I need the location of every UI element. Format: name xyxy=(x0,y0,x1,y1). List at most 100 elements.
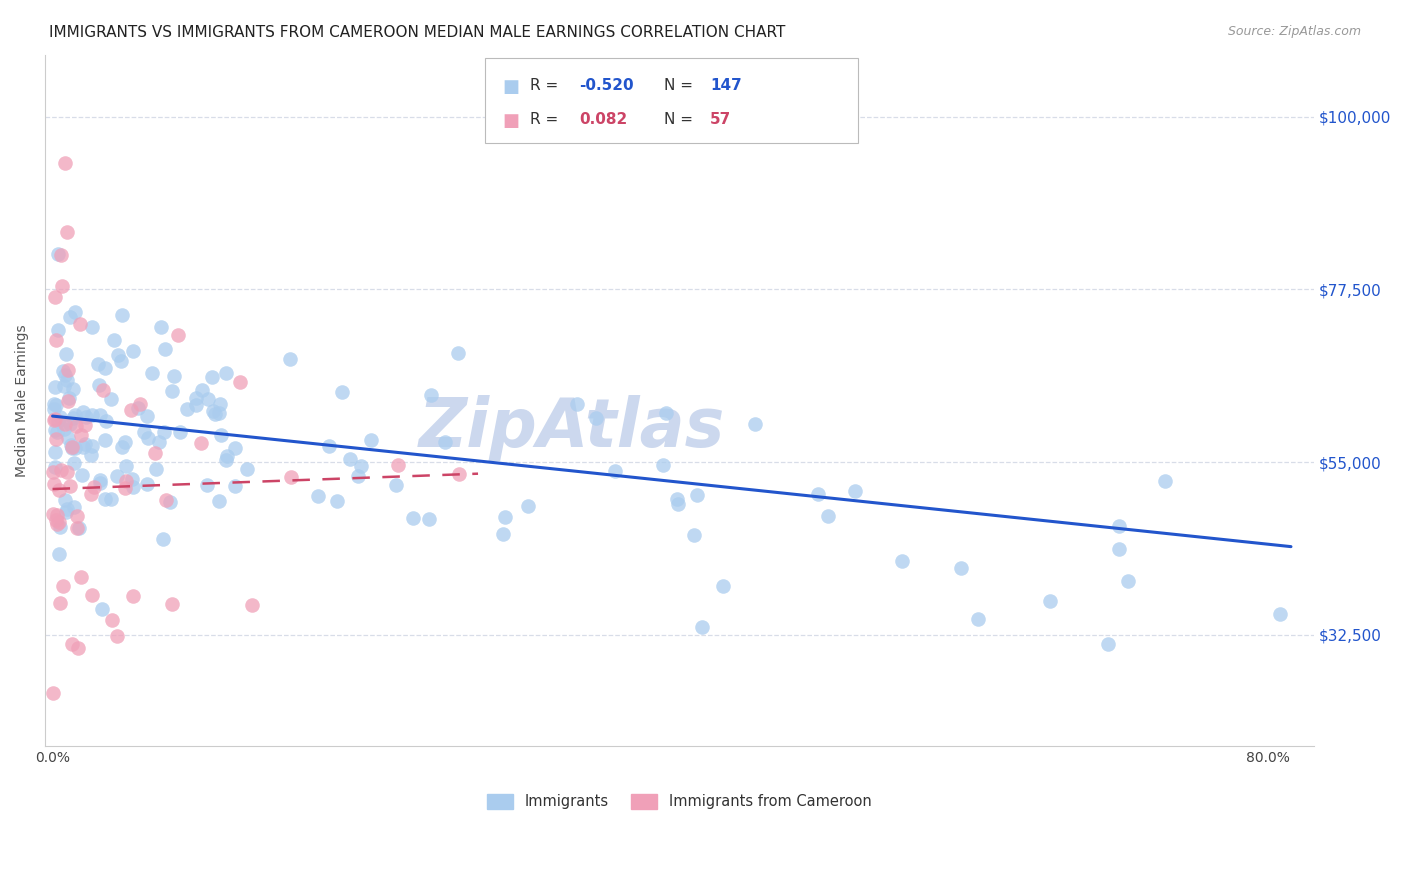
Point xyxy=(807,487,830,501)
Point xyxy=(240,598,263,612)
Point xyxy=(49,463,72,477)
Point xyxy=(44,411,66,425)
Point xyxy=(72,440,94,454)
Point xyxy=(44,397,66,411)
Point xyxy=(208,494,231,508)
Point xyxy=(162,384,184,398)
Point xyxy=(141,366,163,380)
Text: Source: ZipAtlas.com: Source: ZipAtlas.com xyxy=(1227,25,1361,38)
Point xyxy=(62,382,84,396)
Text: ■: ■ xyxy=(502,112,519,129)
Point xyxy=(70,427,93,442)
Text: -0.520: -0.520 xyxy=(579,78,634,93)
Y-axis label: Median Male Earnings: Median Male Earnings xyxy=(15,325,30,477)
Point xyxy=(56,393,79,408)
Point xyxy=(110,353,132,368)
Point xyxy=(420,388,443,402)
Point xyxy=(1097,637,1119,651)
Point xyxy=(56,225,79,239)
Point xyxy=(1108,519,1130,533)
Text: ■: ■ xyxy=(502,78,519,95)
Point xyxy=(229,375,252,389)
Point xyxy=(87,378,110,392)
Point xyxy=(184,398,207,412)
Point xyxy=(350,459,373,474)
Point xyxy=(418,512,440,526)
Text: N =: N = xyxy=(664,112,697,127)
Point xyxy=(56,465,79,479)
Point xyxy=(60,441,83,455)
Point xyxy=(70,467,93,482)
Point xyxy=(72,405,94,419)
Point xyxy=(122,344,145,359)
Point xyxy=(63,456,86,470)
Point xyxy=(666,497,689,511)
Point xyxy=(48,483,70,497)
Point xyxy=(58,391,80,405)
Point xyxy=(690,620,713,634)
Point xyxy=(202,404,225,418)
Text: 0.082: 0.082 xyxy=(579,112,627,127)
Point xyxy=(136,409,159,423)
Point xyxy=(100,613,122,627)
Point xyxy=(817,509,839,524)
Point xyxy=(80,588,103,602)
Point xyxy=(60,441,83,455)
Point xyxy=(209,428,232,442)
Point xyxy=(70,570,93,584)
Point xyxy=(80,448,103,462)
Point xyxy=(153,425,176,440)
Point xyxy=(150,320,173,334)
Point xyxy=(65,419,87,434)
Point xyxy=(143,446,166,460)
Text: 57: 57 xyxy=(710,112,731,127)
Point xyxy=(201,370,224,384)
Point xyxy=(105,469,128,483)
Point xyxy=(160,597,183,611)
Point xyxy=(209,397,232,411)
Point xyxy=(59,417,82,432)
Point xyxy=(69,317,91,331)
Point xyxy=(169,425,191,439)
Point xyxy=(42,507,65,521)
Point xyxy=(686,488,709,502)
Point xyxy=(89,473,111,487)
Point xyxy=(45,513,67,527)
Point xyxy=(53,417,76,432)
Point xyxy=(135,476,157,491)
Point xyxy=(129,397,152,411)
Point xyxy=(73,418,96,433)
Text: IMMIGRANTS VS IMMIGRANTS FROM CAMEROON MEDIAN MALE EARNINGS CORRELATION CHART: IMMIGRANTS VS IMMIGRANTS FROM CAMEROON M… xyxy=(49,25,786,40)
Point xyxy=(52,363,75,377)
Point xyxy=(214,453,236,467)
Point xyxy=(1039,593,1062,607)
Point xyxy=(67,521,90,535)
Point xyxy=(318,439,340,453)
Point xyxy=(46,247,69,261)
Point xyxy=(73,437,96,451)
Point xyxy=(53,155,76,169)
Point xyxy=(121,480,143,494)
Point xyxy=(45,425,67,439)
Point xyxy=(278,352,301,367)
Point xyxy=(654,406,676,420)
Point xyxy=(44,423,66,437)
Point xyxy=(53,493,76,508)
Point xyxy=(217,449,239,463)
Point xyxy=(402,511,425,525)
Point xyxy=(107,348,129,362)
Point xyxy=(330,385,353,400)
Point xyxy=(94,414,117,428)
Point xyxy=(42,402,65,417)
Text: R =: R = xyxy=(530,112,568,127)
Point xyxy=(89,476,111,491)
Point xyxy=(950,561,973,575)
Point xyxy=(307,489,329,503)
Point xyxy=(744,417,766,432)
Point xyxy=(1268,607,1291,621)
Point xyxy=(63,500,86,515)
Point xyxy=(53,422,76,436)
Point xyxy=(49,597,72,611)
Point xyxy=(46,323,69,337)
Point xyxy=(48,547,70,561)
